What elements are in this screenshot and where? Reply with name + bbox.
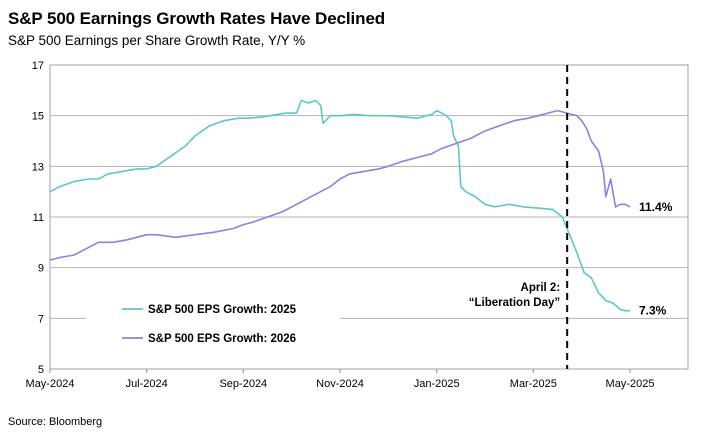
y-tick-label-11: 11 xyxy=(33,212,44,224)
series-line-2026 xyxy=(49,109,631,261)
chart-title: S&P 500 Earnings Growth Rates Have Decli… xyxy=(8,9,386,28)
x-tick-label-May-2024: May-2024 xyxy=(26,378,75,390)
x-tick-label-Jul-2024: Jul-2024 xyxy=(126,378,168,390)
legend-label-2026: S&P 500 EPS Growth: 2026 xyxy=(148,333,296,345)
legend-label-2025: S&P 500 EPS Growth: 2025 xyxy=(148,304,297,316)
series-line-2025 xyxy=(49,99,630,312)
y-tick-label-5: 5 xyxy=(38,364,44,376)
end-label-2025: 7.3% xyxy=(639,304,667,318)
x-tick-label-May-2025: May-2025 xyxy=(606,378,655,390)
y-tick-label-9: 9 xyxy=(38,263,44,275)
x-tick-label-Mar-2025: Mar-2025 xyxy=(510,378,557,390)
end-label-2026: 11.4% xyxy=(639,200,673,214)
liberation-day-label-1: April 2: xyxy=(521,282,561,294)
x-tick-label-Sep-2024: Sep-2024 xyxy=(219,378,267,390)
x-tick-label-Nov-2024: Nov-2024 xyxy=(316,378,364,390)
y-tick-label-7: 7 xyxy=(38,313,44,325)
legend-backdrop xyxy=(86,294,340,352)
liberation-day-label-2: “Liberation Day” xyxy=(469,297,560,309)
y-tick-label-15: 15 xyxy=(32,111,44,123)
x-tick-label-Jan-2025: Jan-2025 xyxy=(414,378,460,390)
y-tick-label-17: 17 xyxy=(32,60,44,72)
source-note: Source: Bloomberg xyxy=(8,416,103,428)
y-tick-label-13: 13 xyxy=(32,161,44,173)
chart-subtitle: S&P 500 Earnings per Share Growth Rate, … xyxy=(8,33,306,48)
